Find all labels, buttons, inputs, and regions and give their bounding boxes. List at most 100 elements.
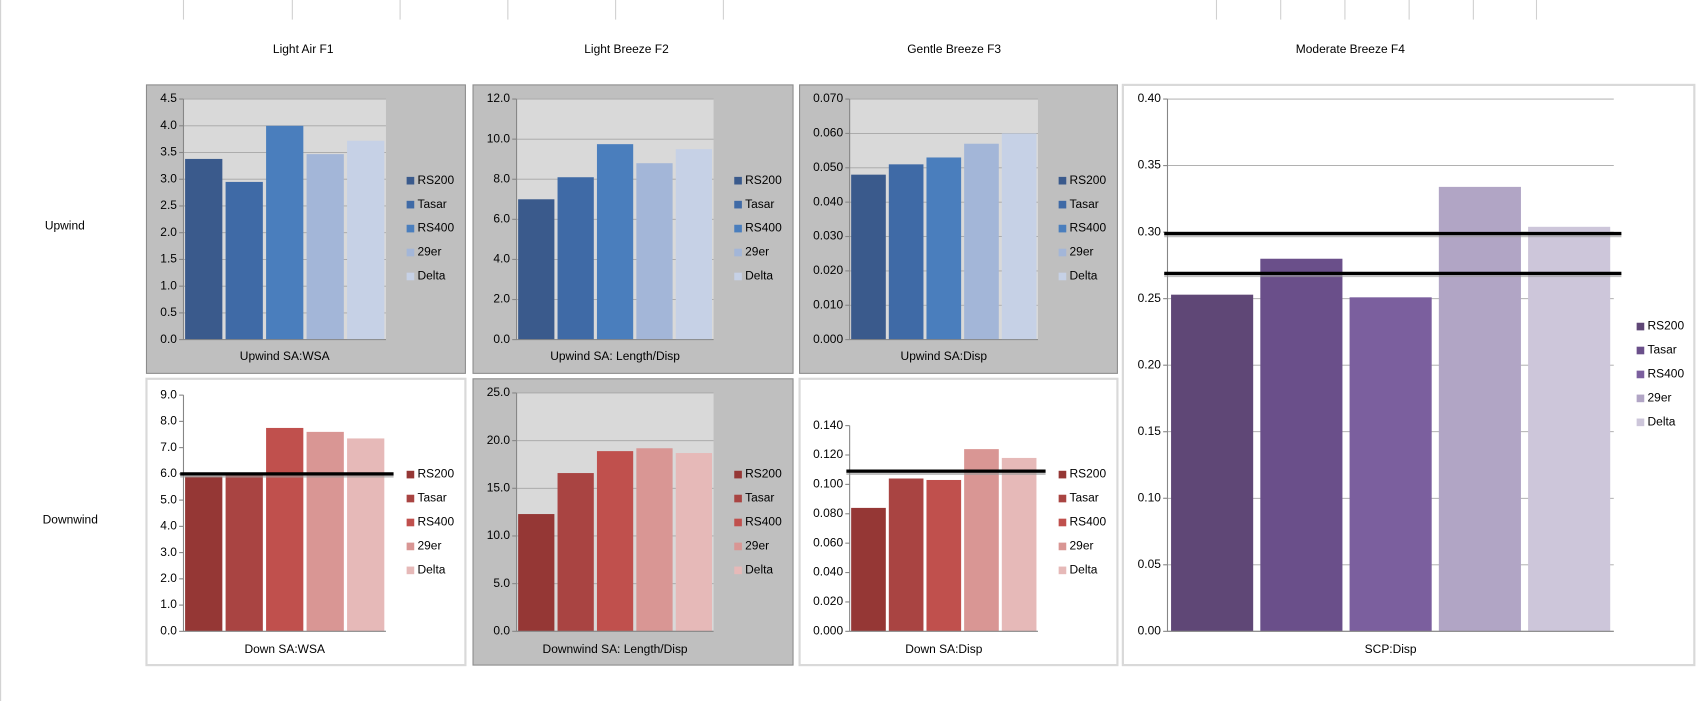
chart: 0.0 2.0 4.0 6.0 8.0 10.0 12.0 RS200 Tasar RS400 29… [472, 84, 794, 374]
legend-label: RS400 [745, 221, 782, 235]
bar [675, 149, 713, 340]
y-tick-label: 8.0 [493, 171, 510, 185]
y-tick-label: 0.040 [813, 565, 843, 579]
y-tick-label: 4.5 [160, 91, 177, 105]
legend-swatch [1636, 346, 1645, 355]
x-axis-title: Down SA:Disp [905, 642, 983, 656]
bar [636, 448, 673, 632]
column-header: Light Breeze F2 [584, 42, 669, 56]
x-axis-title: Downwind SA: Length/Disp [543, 642, 688, 656]
bar [888, 164, 924, 340]
x-axis-title: Upwind SA:WSA [240, 349, 330, 363]
bar [266, 427, 304, 632]
y-tick-label: 0.35 [1138, 158, 1162, 172]
y-tick-label: 3.0 [160, 171, 177, 185]
legend-swatch [1636, 322, 1645, 331]
y-tick-label: 0.25 [1138, 291, 1162, 305]
legend-label: Delta [418, 563, 446, 577]
legend-label: RS400 [1070, 221, 1107, 235]
y-tick-label: 1.0 [160, 278, 177, 292]
legend-swatch [406, 248, 415, 257]
y-tick-label: 0.000 [813, 623, 843, 637]
y-tick-label: 0.040 [813, 194, 843, 208]
legend-swatch [406, 200, 415, 209]
chart: 0.000 0.020 0.040 0.060 0.080 0.100 0.120 0.140… [798, 377, 1119, 667]
bar [1001, 133, 1037, 340]
bar [675, 453, 713, 632]
legend-label: RS400 [418, 221, 455, 235]
y-tick-label: 0.20 [1138, 357, 1162, 371]
chart: 0.0 0.5 1.0 1.5 2.0 2.5 3.0 3.5 4.0 4.5 RS200 Tasar… [145, 84, 466, 374]
legend-label: RS400 [418, 515, 455, 529]
legend-label: 29er [1070, 245, 1094, 259]
y-tick-label: 0.000 [813, 332, 843, 346]
bar [851, 507, 886, 632]
legend-label: RS200 [418, 467, 455, 481]
bar [964, 143, 999, 340]
legend-swatch [406, 470, 415, 479]
x-axis-title: SCP:Disp [1365, 642, 1417, 656]
column-header: Gentle Breeze F3 [907, 42, 1001, 56]
legend-swatch [1058, 518, 1067, 527]
chart: 0.0 1.0 2.0 3.0 4.0 5.0 6.0 7.0 8.0 9.0 RS200 Tasar… [145, 377, 467, 667]
column-header: Light Air F1 [273, 42, 334, 56]
y-tick-label: 0.0 [160, 332, 177, 346]
legend-swatch [734, 176, 742, 185]
y-tick-label: 0.10 [1138, 490, 1162, 504]
y-tick-label: 0.070 [813, 91, 843, 105]
legend-swatch [406, 542, 415, 551]
legend-label: RS200 [745, 467, 782, 481]
legend-label: RS400 [1648, 367, 1685, 381]
y-tick-label: 1.5 [160, 252, 177, 266]
bar [596, 451, 634, 632]
legend-label: Delta [418, 269, 446, 283]
y-tick-label: 0.05 [1138, 557, 1162, 571]
y-tick-label: 2.0 [160, 225, 177, 239]
legend-label: Delta [1648, 414, 1676, 428]
row-header: Upwind [45, 219, 85, 233]
legend-swatch [1636, 394, 1645, 403]
y-tick-label: 2.5 [160, 198, 177, 212]
legend-swatch [1058, 542, 1067, 551]
legend-label: RS400 [1070, 515, 1107, 529]
bar [964, 449, 999, 632]
y-tick-label: 0.060 [813, 126, 843, 140]
legend-swatch [734, 200, 742, 209]
y-tick-label: 3.5 [160, 145, 177, 159]
legend-label: Tasar [1070, 491, 1099, 505]
y-tick-label: 4.0 [160, 118, 177, 132]
legend-label: RS200 [418, 173, 455, 187]
legend-label: RS400 [745, 515, 782, 529]
bar [1001, 457, 1037, 632]
y-tick-label: 0.080 [813, 506, 843, 520]
legend-swatch [734, 224, 742, 233]
bar [1349, 297, 1432, 632]
legend-swatch [406, 176, 415, 185]
y-tick-label: 7.0 [160, 440, 177, 454]
legend-swatch [1058, 248, 1067, 257]
y-tick-label: 0.030 [813, 229, 843, 243]
legend-label: Delta [745, 563, 773, 577]
y-tick-label: 9.0 [160, 387, 177, 401]
legend-label: 29er [418, 245, 442, 259]
y-tick-label: 0.140 [813, 418, 843, 432]
y-tick-label: 0.0 [493, 623, 510, 637]
legend-swatch [406, 272, 415, 281]
bar [926, 479, 962, 632]
bar [225, 473, 263, 632]
bar [888, 478, 924, 632]
legend-label: Tasar [418, 197, 447, 211]
y-tick-label: 0.15 [1138, 424, 1162, 438]
bar [266, 125, 304, 340]
y-tick-label: 4.0 [160, 519, 177, 533]
legend-label: Tasar [745, 197, 774, 211]
legend-swatch [734, 470, 742, 479]
row-header: Downwind [43, 512, 98, 526]
bar [557, 473, 594, 632]
legend-label: Tasar [745, 491, 774, 505]
y-tick-label: 12.0 [487, 91, 511, 105]
bar [225, 181, 263, 340]
legend-label: 29er [418, 539, 442, 553]
legend-label: 29er [745, 245, 769, 259]
y-tick-label: 0.5 [160, 305, 177, 319]
